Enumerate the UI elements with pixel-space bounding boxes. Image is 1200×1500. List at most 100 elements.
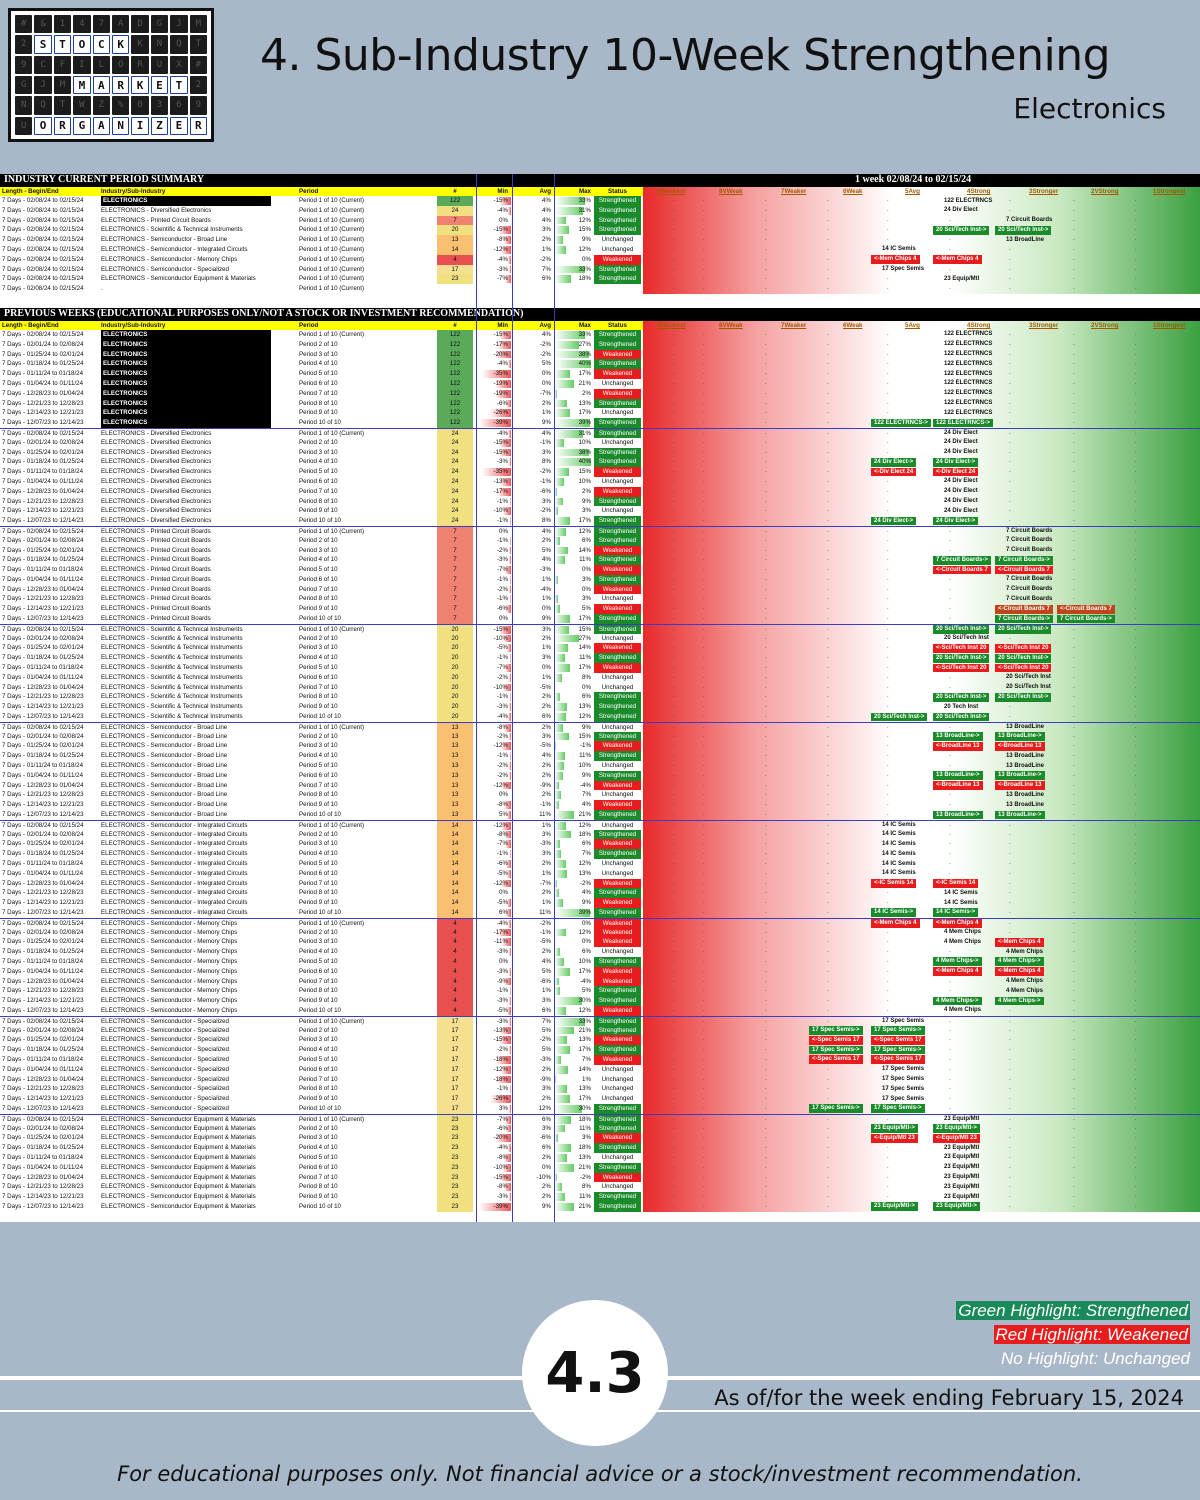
rank-dot: . <box>887 801 889 808</box>
rank-columns: .........7 Circuit Boards->7 Circuit Boa… <box>643 614 1200 624</box>
header-status: Status <box>608 321 627 329</box>
count-cell: 14 <box>437 244 473 255</box>
rank-dot: . <box>949 546 951 553</box>
rank-tag: 122 ELECTRNCS <box>944 351 993 358</box>
rank-dot: . <box>673 197 675 203</box>
max-cell: 14% <box>578 1065 591 1073</box>
count-cell: 14 <box>437 829 473 840</box>
length-cell: 7 Days - 01/04/24 to 01/11/24 <box>2 575 84 583</box>
logo-cell: L <box>92 55 110 74</box>
rank-tag: <-Mem Chips 4 <box>933 967 982 977</box>
industry-cell: ELECTRONICS - Printed Circuit Boards <box>101 615 211 623</box>
rank-dot: . <box>1073 908 1075 915</box>
count-cell: 17 <box>437 1103 473 1114</box>
rank-dot: . <box>887 585 889 592</box>
length-cell: 7 Days - 02/01/24 to 02/08/24 <box>2 732 84 740</box>
rank-tag: 14 IC Semis <box>882 870 916 877</box>
rank-dot: . <box>673 889 675 896</box>
rank-dot: . <box>1135 919 1137 926</box>
rank-dot: . <box>1135 487 1137 494</box>
min-bar <box>501 1065 511 1074</box>
rank-dot: . <box>827 1006 829 1013</box>
avg-cell: -1% <box>539 477 551 485</box>
rank-dot: . <box>703 517 705 524</box>
logo-cell: E <box>150 76 169 95</box>
min-cell: -11% <box>494 938 508 946</box>
length-cell: 7 Days - 12/14/23 to 12/21/23 <box>2 1193 84 1201</box>
length-cell: 7 Days - 01/11/24 to 01/18/24 <box>2 1153 84 1161</box>
avg-cell: 6% <box>542 1144 551 1152</box>
rank-dot: . <box>1135 928 1137 935</box>
count-cell: 20 <box>437 624 473 634</box>
rank-dot: . <box>949 938 951 945</box>
length-cell: 7 Days - 02/08/24 to 02/15/24 <box>2 919 84 927</box>
rank-dot: . <box>1073 265 1075 272</box>
period-cell: Period 10 of 10 <box>299 1202 341 1210</box>
rank-tag: 122 ELECTRNCS <box>944 380 993 387</box>
rank-dot: . <box>1073 850 1075 857</box>
industry-cell: ELECTRONICS - Semiconductor - Memory Chi… <box>101 1006 238 1014</box>
industry-cell: ELECTRONICS - Semiconductor - Broad Line <box>101 791 228 799</box>
industry-cell: ELECTRONICS - Semiconductor - Specialize… <box>101 1046 229 1054</box>
max-bar <box>555 791 562 800</box>
legend-green: Green Highlight: Strengthened <box>956 1301 1190 1320</box>
count-cell: 24 <box>437 437 473 448</box>
length-cell: 7 Days - 12/28/23 to 01/04/24 <box>2 879 84 887</box>
max-bar <box>555 762 564 770</box>
min-cell: -12% <box>493 245 508 253</box>
rank-dot: . <box>1073 330 1075 337</box>
period-cell: Period 8 of 10 <box>299 399 338 407</box>
rank-dot: . <box>827 1183 829 1190</box>
min-cell: -1% <box>496 517 508 525</box>
max-cell: 13% <box>578 1036 591 1044</box>
status-badge: Strengthened <box>594 398 641 409</box>
avg-cell: 3% <box>542 625 551 633</box>
rank-dot: . <box>673 899 675 906</box>
status-badge: Weakened <box>594 1005 641 1016</box>
rank-dot: . <box>887 197 889 203</box>
min-cell: -1% <box>496 850 508 858</box>
industry-cell: ELECTRONICS - Semiconductor - Broad Line <box>101 811 228 819</box>
status-badge: Weakened <box>594 839 641 850</box>
rank-dot: . <box>827 673 829 680</box>
rank-dot: . <box>1135 1115 1137 1122</box>
length-cell: 7 Days - 01/18/24 to 01/25/24 <box>2 1046 84 1054</box>
status-badge: Strengthened <box>594 496 641 507</box>
max-bar <box>555 1036 567 1045</box>
avg-cell: 3% <box>542 1124 551 1132</box>
max-bar <box>555 899 564 907</box>
avg-cell: 4% <box>542 330 551 338</box>
rank-dot: . <box>827 409 829 416</box>
rank-dot: . <box>765 1065 767 1072</box>
rank-dot: . <box>703 919 705 926</box>
period-cell: Period 10 of 10 <box>299 908 341 916</box>
min-bar <box>510 850 511 858</box>
rank-dot: . <box>827 285 829 292</box>
count-cell: 7 <box>437 555 473 566</box>
rank-dot: . <box>1073 683 1075 690</box>
rank-dot: . <box>703 389 705 396</box>
rank-dot: . <box>703 948 705 955</box>
heat-band <box>643 1143 1200 1153</box>
count-cell: 122 <box>437 408 473 419</box>
rank-dot: . <box>765 487 767 494</box>
max-cell: 2% <box>582 389 591 397</box>
rank-dot: . <box>703 703 705 710</box>
table-row: 14 7 Days - 12/07/23 to 12/14/23 ELECTRONI… <box>0 907 1200 918</box>
header-h4: 4Strong <box>967 188 991 195</box>
max-cell: 17% <box>578 517 591 525</box>
status-badge: Strengthened <box>594 555 641 566</box>
rank-dot: . <box>949 830 951 837</box>
max-bar <box>555 360 591 369</box>
max-cell: 38% <box>578 350 591 358</box>
rank-dot: . <box>765 654 767 661</box>
rank-dot: . <box>827 468 829 475</box>
rank-dot: . <box>949 536 951 543</box>
rank-dot: . <box>949 527 951 534</box>
rank-tag: 122 ELECTRNCS-> <box>871 418 931 428</box>
length-cell: 7 Days - 01/11/24 to 01/18/24 <box>2 370 84 378</box>
rank-dot: . <box>1073 801 1075 808</box>
rank-dot: . <box>673 340 675 347</box>
rank-dot: . <box>1009 536 1011 543</box>
